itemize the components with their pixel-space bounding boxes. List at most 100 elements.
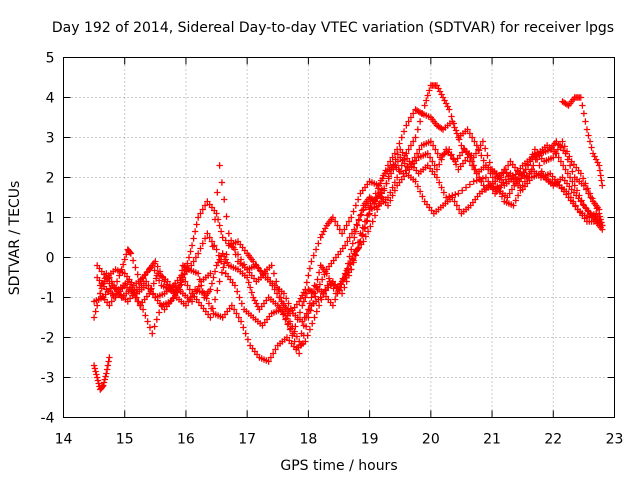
- y-tick-label: 0: [46, 251, 55, 267]
- point-marker: [303, 310, 311, 317]
- point-marker: [345, 218, 353, 225]
- point-marker: [153, 272, 161, 279]
- point-marker: [155, 277, 163, 284]
- point-marker: [479, 138, 487, 145]
- point-marker: [238, 300, 246, 307]
- point-marker: [197, 210, 204, 217]
- point-marker: [207, 270, 214, 277]
- point-marker: [106, 302, 113, 309]
- point-marker: [300, 332, 307, 339]
- point-marker: [451, 198, 458, 205]
- point-marker: [393, 174, 401, 181]
- point-marker: [599, 182, 606, 189]
- point-marker: [152, 258, 159, 265]
- point-marker: [217, 258, 225, 265]
- point-marker: [480, 157, 487, 164]
- point-marker: [566, 162, 574, 169]
- point-marker: [510, 202, 517, 209]
- point-marker: [377, 180, 384, 187]
- point-marker: [561, 143, 568, 150]
- point-marker: [576, 192, 583, 199]
- point-marker: [475, 174, 483, 181]
- point-marker: [433, 82, 441, 89]
- point-marker: [286, 326, 294, 333]
- point-marker: [228, 302, 236, 309]
- point-marker: [597, 219, 604, 226]
- point-marker: [338, 281, 345, 288]
- point-marker: [557, 158, 565, 165]
- point-marker: [303, 290, 311, 297]
- point-marker: [105, 358, 112, 365]
- point-marker: [324, 282, 331, 289]
- point-marker: [201, 290, 208, 297]
- point-marker: [103, 366, 111, 373]
- point-marker: [331, 296, 339, 303]
- point-marker: [181, 278, 189, 285]
- point-marker: [322, 225, 329, 232]
- point-marker: [207, 286, 214, 293]
- point-marker: [216, 162, 223, 169]
- point-marker: [532, 156, 539, 163]
- point-marker: [585, 190, 592, 197]
- point-marker: [478, 178, 485, 185]
- point-marker: [361, 225, 368, 232]
- y-tick-label: -4: [41, 411, 55, 427]
- point-marker: [435, 85, 442, 92]
- point-marker: [92, 368, 99, 375]
- point-marker: [591, 153, 598, 160]
- point-marker: [413, 150, 421, 157]
- point-marker: [364, 228, 372, 235]
- point-marker: [151, 323, 158, 330]
- point-marker: [423, 97, 430, 104]
- point-marker: [498, 193, 506, 200]
- point-marker: [352, 202, 360, 209]
- point-marker: [410, 110, 417, 117]
- point-marker: [240, 261, 248, 268]
- point-marker: [310, 252, 317, 259]
- point-marker: [459, 187, 466, 194]
- point-marker: [319, 290, 327, 297]
- point-marker: [464, 126, 471, 133]
- point-marker: [305, 306, 313, 313]
- point-marker: [352, 252, 360, 259]
- point-marker: [536, 162, 543, 169]
- point-marker: [142, 312, 149, 319]
- point-marker: [587, 194, 594, 201]
- point-marker: [269, 350, 277, 357]
- point-marker: [219, 234, 226, 241]
- point-marker: [203, 295, 210, 302]
- point-marker: [421, 102, 428, 109]
- point-marker: [218, 179, 226, 186]
- point-marker: [298, 341, 305, 348]
- point-marker: [270, 270, 278, 277]
- point-marker: [268, 262, 275, 269]
- point-marker: [303, 279, 311, 286]
- point-marker: [119, 261, 127, 268]
- point-marker: [387, 158, 394, 165]
- point-marker: [560, 162, 567, 169]
- point-marker: [334, 222, 341, 229]
- point-marker: [466, 130, 474, 137]
- point-marker: [225, 230, 232, 237]
- point-marker: [419, 193, 426, 200]
- point-marker: [186, 286, 193, 293]
- point-marker: [308, 258, 315, 265]
- point-marker: [478, 152, 485, 159]
- point-marker: [293, 344, 301, 351]
- point-marker: [468, 162, 476, 169]
- point-marker: [184, 282, 191, 289]
- point-marker: [559, 138, 566, 145]
- series-track-7: [90, 354, 113, 393]
- point-marker: [410, 138, 417, 145]
- point-marker: [132, 264, 139, 271]
- point-marker: [407, 114, 415, 121]
- point-marker: [338, 230, 346, 237]
- point-marker: [197, 245, 204, 252]
- point-marker: [583, 126, 591, 133]
- point-marker: [216, 222, 223, 229]
- point-marker: [204, 230, 211, 237]
- point-marker: [317, 234, 324, 241]
- x-tick-label: 22: [544, 432, 562, 448]
- series-track-6: [97, 138, 606, 325]
- point-marker: [277, 306, 285, 313]
